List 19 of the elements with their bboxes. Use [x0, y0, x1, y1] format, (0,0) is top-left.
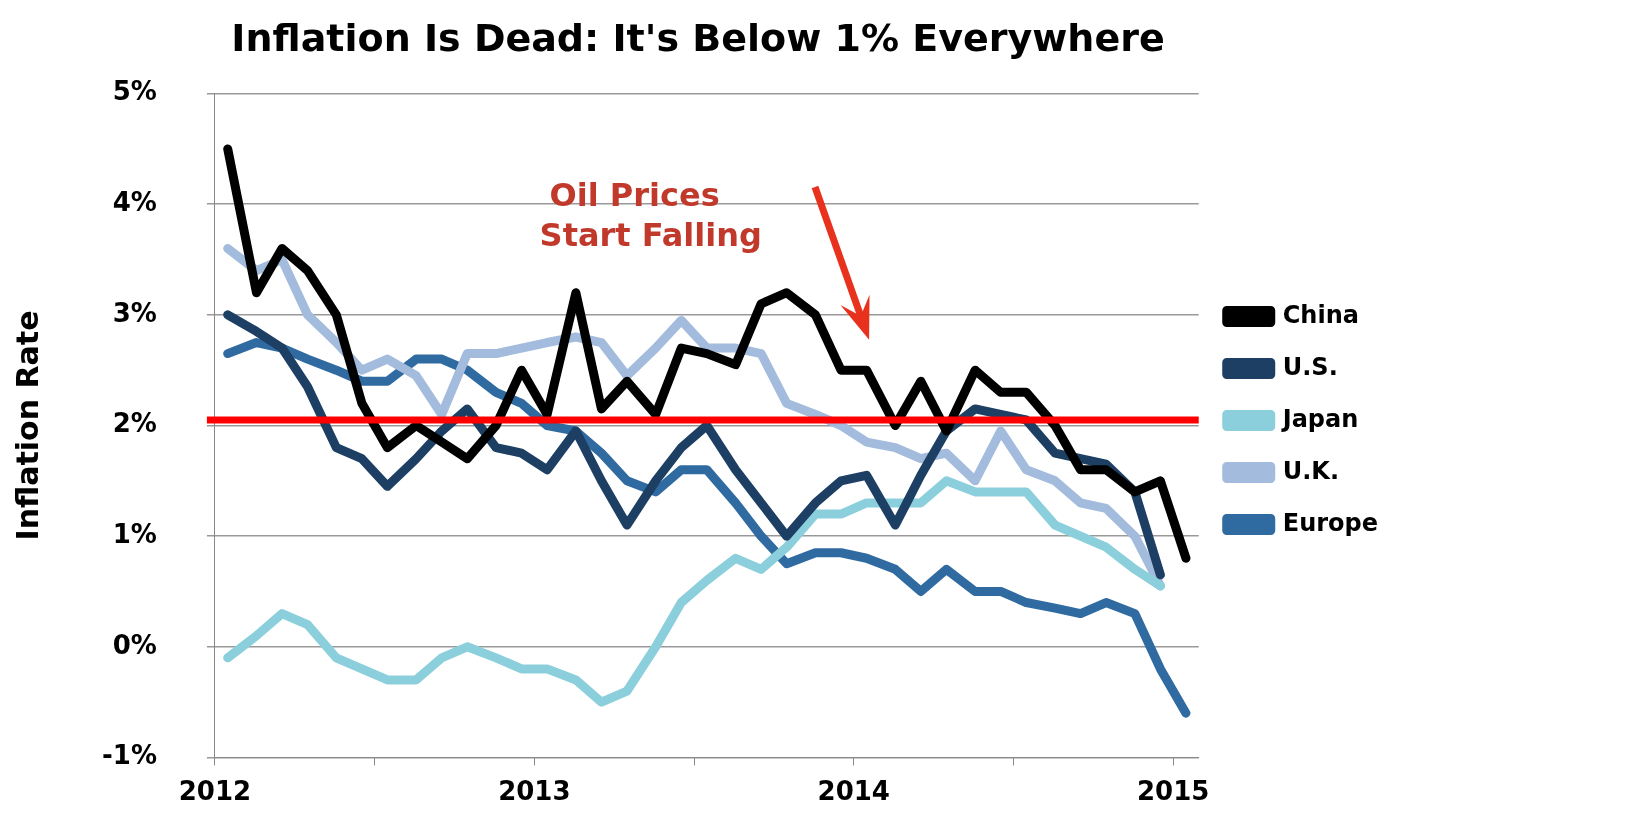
- y-axis-title: Inflation Rate: [9, 310, 45, 541]
- legend-label: Japan: [1280, 404, 1359, 433]
- y-tick-label: 2%: [112, 408, 157, 439]
- y-tick-label: 5%: [112, 76, 157, 107]
- x-tick-label: 2014: [817, 775, 890, 806]
- annotation: Oil Prices Start Falling: [539, 176, 762, 255]
- x-tick-label: 2015: [1137, 775, 1210, 806]
- legend-label: China: [1282, 300, 1359, 329]
- x-tick-label: 2012: [178, 775, 252, 806]
- y-tick-label: 4%: [112, 186, 157, 217]
- legend-label: U.K.: [1282, 456, 1340, 485]
- y-tick-label: -1%: [102, 740, 157, 771]
- x-tick-label: 2013: [498, 775, 571, 806]
- y-tick-label: 0%: [112, 629, 157, 660]
- y-tick-label: 3%: [112, 297, 157, 328]
- legend-label: Europe: [1282, 508, 1378, 537]
- chart-title: Inflation Is Dead: It's Below 1% Everywhere: [231, 15, 1165, 60]
- y-tick-label: 1%: [112, 518, 157, 549]
- legend-label: U.S.: [1282, 352, 1338, 381]
